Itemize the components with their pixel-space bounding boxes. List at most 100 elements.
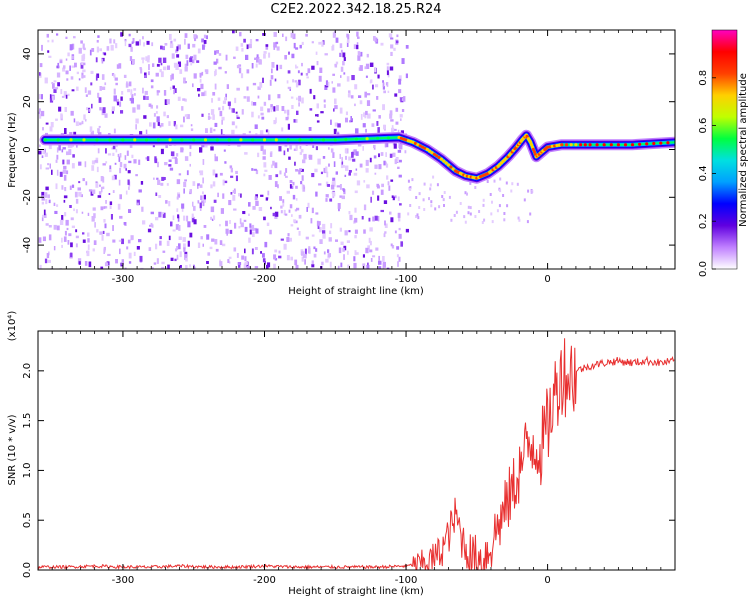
spectrogram-noise-cell — [210, 184, 213, 189]
spectrogram-noise-cell — [282, 202, 285, 207]
spectrogram-noise-cell — [251, 248, 254, 255]
spectrogram-noise-cell — [245, 54, 249, 60]
spectrogram-noise-cell — [84, 161, 87, 168]
spectrogram-noise-cell — [396, 254, 399, 258]
spectrogram-noise-cell — [119, 101, 122, 107]
spectrogram-noise-cell — [353, 149, 357, 156]
spectrogram-noise-cell — [169, 34, 172, 40]
spectrogram-noise-cell — [390, 51, 393, 56]
spectrogram-noise-cell — [366, 100, 371, 106]
spectrogram-noise-cell — [345, 155, 347, 160]
spectrogram-noise-cell — [360, 114, 363, 120]
spectrogram-noise-cell — [183, 181, 187, 188]
spectrogram-noise-cell — [62, 147, 66, 150]
spectrogram-noise-cell — [102, 177, 105, 183]
spectrogram-noise-cell — [397, 212, 401, 218]
spectrogram-noise-cell — [111, 73, 115, 76]
spectrogram-noise-cell — [144, 90, 148, 95]
spectrogram-noise-cell — [234, 97, 237, 104]
spectrogram-noise-cell — [255, 39, 259, 42]
spectrogram-noise-cell — [232, 190, 236, 194]
colorbar-tick-label: 0.6 — [698, 118, 709, 134]
spectrogram-noise-cell — [401, 98, 404, 101]
spectrogram-noise-cell — [387, 90, 390, 93]
spectrogram-noise-cell — [365, 168, 369, 173]
spectrogram-noise-cell — [299, 152, 302, 155]
spectrogram-noise-cell — [323, 167, 327, 174]
spectrogram-noise-cell — [341, 157, 343, 162]
spectrogram-noise-cell — [202, 177, 204, 184]
spectrogram-noise-cell — [70, 242, 73, 248]
spectrogram-noise-cell — [90, 130, 94, 136]
spectrogram-noise-cell — [292, 33, 296, 40]
spectrogram-noise-cell — [131, 41, 134, 44]
spectrogram-noise-cell — [90, 82, 93, 86]
spectrogram-noise-cell — [214, 239, 218, 245]
spectrogram-noise-cell — [44, 77, 48, 84]
spectrogram-noise-cell — [102, 230, 105, 234]
spectrogram-noise-cell — [200, 236, 203, 240]
spectrogram-noise-cell — [394, 159, 397, 165]
spectrogram-noise-cell — [229, 165, 233, 169]
spectrogram-noise-cell — [77, 187, 81, 191]
spectrogram-noise-cell — [423, 182, 426, 186]
spectrogram-noise-cell — [211, 238, 215, 242]
spectrogram-noise-cell — [141, 57, 145, 60]
spectrogram-noise-cell — [375, 247, 379, 251]
spectrogram-noise-cell — [148, 64, 150, 71]
spectrogram-noise-cell — [149, 122, 152, 127]
spectrogram-noise-cell — [103, 206, 106, 209]
spectrogram-ridge-peak — [344, 137, 348, 142]
spectrogram-noise-cell — [332, 32, 336, 38]
spectrogram-noise-cell — [392, 152, 396, 157]
spectrogram-noise-cell — [371, 123, 375, 127]
spectrogram-noise-cell — [339, 184, 342, 190]
spectrogram-noise-cell — [261, 116, 265, 120]
spectrogram-noise-cell — [197, 200, 200, 204]
spectrogram-noise-cell — [503, 212, 506, 215]
spectrogram-noise-cell — [334, 122, 338, 127]
spectrogram-noise-cell — [113, 128, 116, 134]
spectrogram-noise-cell — [82, 43, 85, 49]
colorbar-gradient — [712, 30, 737, 269]
spectrogram-noise-cell — [108, 193, 111, 195]
spectrogram-noise-cell — [356, 44, 359, 50]
spectrogram-noise-cell — [236, 114, 239, 119]
spectrogram-noise-cell — [409, 204, 412, 207]
spectrogram-noise-cell — [464, 220, 467, 224]
spectrogram-noise-cell — [271, 68, 273, 74]
spectrogram-noise-cell — [320, 111, 324, 114]
spectrogram-noise-cell — [156, 105, 159, 109]
spectrogram-noise-cell — [92, 248, 95, 252]
spectrogram-noise-cell — [354, 217, 358, 223]
spectrogram-noise-cell — [298, 169, 301, 175]
spectrogram-noise-cell — [272, 160, 275, 166]
spectrogram-noise-cell — [66, 151, 69, 156]
spectrogram-noise-cell — [348, 92, 351, 98]
spectrogram-noise-cell — [120, 32, 123, 37]
spectrogram-noise-cell — [42, 236, 46, 242]
spectrogram-noise-cell — [176, 54, 180, 58]
spectrogram-noise-cell — [243, 96, 247, 99]
spectrogram-noise-cell — [163, 111, 166, 117]
spectrogram-noise-cell — [185, 265, 188, 269]
spectrogram-noise-cell — [369, 80, 372, 84]
spectrogram-noise-cell — [119, 248, 121, 255]
spectrogram-noise-cell — [338, 247, 342, 254]
spectrogram-noise-cell — [227, 230, 230, 234]
spectrogram-noise-cell — [373, 144, 376, 149]
spectrogram-noise-cell — [224, 161, 227, 164]
spectrogram-noise-cell — [302, 254, 306, 259]
x-tick-label: -100 — [395, 575, 418, 586]
spectrogram-noise-cell — [184, 156, 189, 161]
spectrogram-noise-cell — [199, 202, 202, 209]
spectrogram-noise-cell — [87, 238, 90, 243]
spectrogram-noise-cell — [224, 71, 227, 74]
spectrogram-noise-cell — [236, 87, 240, 91]
spectrogram-noise-cell — [73, 208, 75, 212]
spectrogram-noise-cell — [380, 189, 384, 195]
spectrogram-noise-cell — [170, 221, 173, 227]
spectrogram-noise-cell — [173, 89, 175, 95]
spectrogram-noise-cell — [210, 216, 212, 220]
